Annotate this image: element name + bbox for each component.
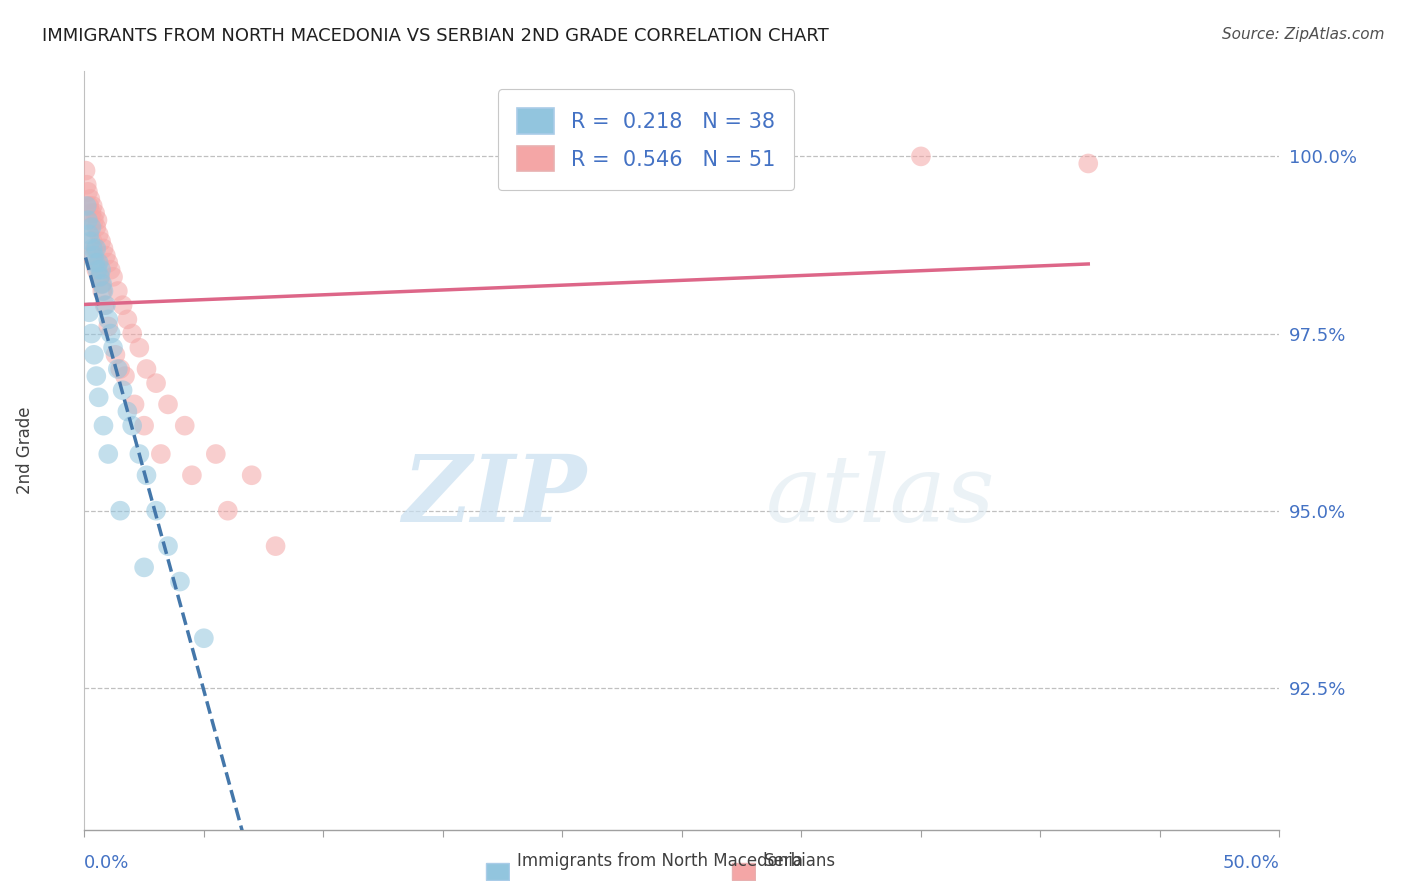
Point — [93, 242, 115, 256]
Point — [181, 468, 204, 483]
Point — [128, 341, 150, 355]
Point — [82, 199, 104, 213]
Point — [117, 404, 139, 418]
Text: Immigrants from North Macedonia: Immigrants from North Macedonia — [517, 852, 803, 870]
Point — [86, 255, 108, 269]
Point — [94, 298, 117, 312]
Text: Source: ZipAtlas.com: Source: ZipAtlas.com — [1222, 27, 1385, 42]
Point — [173, 418, 195, 433]
Point — [77, 227, 100, 242]
Text: 2nd Grade: 2nd Grade — [15, 407, 34, 494]
Point — [111, 298, 134, 312]
Point — [80, 326, 103, 341]
Point — [84, 255, 107, 269]
Point — [117, 312, 139, 326]
Point — [97, 312, 120, 326]
Point — [157, 539, 180, 553]
Point — [79, 235, 101, 249]
Point — [77, 199, 100, 213]
Point — [104, 348, 127, 362]
Point — [149, 447, 172, 461]
Point — [93, 284, 115, 298]
Point — [110, 362, 132, 376]
Point — [90, 262, 112, 277]
Point — [90, 277, 112, 291]
Point — [84, 206, 107, 220]
Point — [217, 504, 239, 518]
Point — [101, 341, 124, 355]
Point — [97, 319, 120, 334]
Point — [110, 504, 132, 518]
Point — [76, 178, 98, 192]
Point — [121, 326, 143, 341]
Point — [193, 632, 215, 646]
Point — [1077, 156, 1099, 170]
Point — [94, 249, 117, 263]
Point — [107, 284, 129, 298]
Point — [82, 235, 104, 249]
Point — [77, 185, 100, 199]
Point — [86, 262, 108, 277]
Point — [93, 298, 115, 312]
Point — [86, 213, 108, 227]
Point — [80, 220, 103, 235]
Point — [80, 249, 103, 263]
Point — [91, 277, 114, 291]
Text: ZIP: ZIP — [402, 451, 586, 541]
Point — [100, 326, 122, 341]
Point — [89, 269, 111, 284]
Point — [79, 192, 101, 206]
Point — [97, 255, 120, 269]
Point — [114, 369, 136, 384]
Point — [83, 213, 105, 227]
Point — [132, 560, 156, 574]
Point — [77, 213, 100, 227]
Point — [145, 376, 167, 391]
Point — [75, 163, 97, 178]
Point — [100, 262, 122, 277]
Point — [132, 418, 156, 433]
Point — [111, 383, 134, 397]
Point — [87, 390, 110, 404]
Point — [89, 269, 111, 284]
Point — [135, 362, 157, 376]
Point — [86, 242, 108, 256]
Point — [145, 504, 167, 518]
Point — [90, 235, 112, 249]
Point — [86, 220, 108, 235]
Point — [76, 199, 98, 213]
Point — [107, 362, 129, 376]
Point — [82, 242, 104, 256]
Point — [91, 284, 114, 298]
Point — [124, 397, 146, 411]
Point — [157, 397, 180, 411]
Text: Serbians: Serbians — [763, 852, 835, 870]
Point — [240, 468, 263, 483]
Point — [169, 574, 191, 589]
Point — [77, 305, 100, 319]
Point — [80, 206, 103, 220]
Point — [135, 468, 157, 483]
Text: 50.0%: 50.0% — [1223, 855, 1279, 872]
Point — [87, 227, 110, 242]
Point — [101, 269, 124, 284]
Point — [910, 149, 932, 163]
Text: atlas: atlas — [766, 451, 995, 541]
Point — [87, 255, 110, 269]
Text: IMMIGRANTS FROM NORTH MACEDONIA VS SERBIAN 2ND GRADE CORRELATION CHART: IMMIGRANTS FROM NORTH MACEDONIA VS SERBI… — [42, 27, 830, 45]
Point — [93, 418, 115, 433]
Legend: R =  0.218   N = 38, R =  0.546   N = 51: R = 0.218 N = 38, R = 0.546 N = 51 — [498, 89, 794, 190]
Point — [79, 220, 101, 235]
Point — [86, 369, 108, 384]
Text: 0.0%: 0.0% — [84, 855, 129, 872]
Point — [83, 249, 105, 263]
Point — [264, 539, 287, 553]
Point — [128, 447, 150, 461]
Point — [97, 447, 120, 461]
Point — [205, 447, 228, 461]
Point — [121, 418, 143, 433]
Point — [84, 242, 107, 256]
Point — [86, 262, 108, 277]
Point — [83, 348, 105, 362]
